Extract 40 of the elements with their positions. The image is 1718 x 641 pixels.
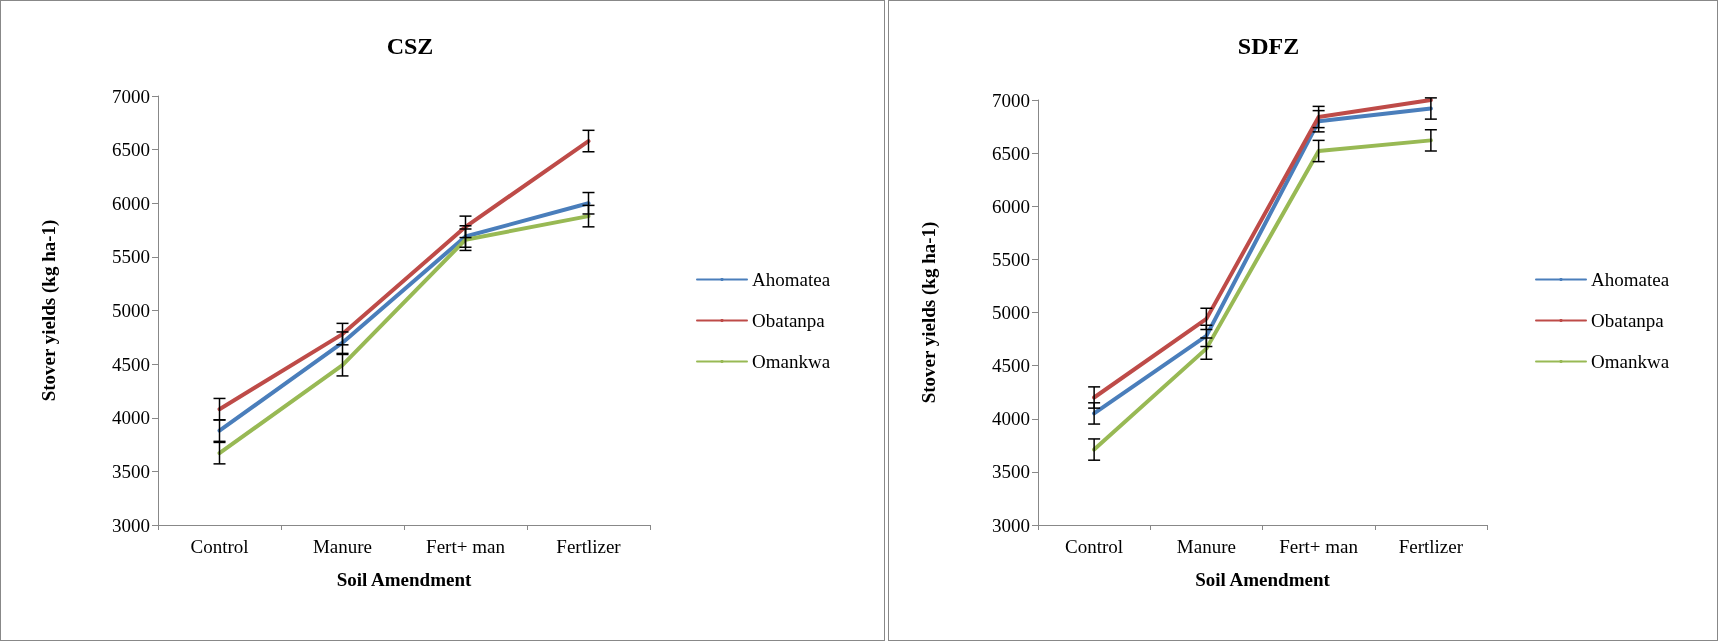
y-tick-label: 7000	[112, 85, 150, 107]
y-axis-title: Stover yields (kg ha-1)	[918, 221, 940, 404]
x-tick-label: Manure	[312, 536, 373, 557]
x-tick-label: Control	[190, 536, 249, 557]
y-tick-label: 3000	[992, 514, 1030, 536]
y-tick-label: 6000	[992, 195, 1030, 217]
y-tick-label: 4000	[992, 408, 1030, 430]
x-axis-title: Soil Amendment	[336, 569, 472, 590]
line-series	[217, 139, 591, 412]
x-tick-label: Manure	[1176, 536, 1236, 557]
y-tick-label: 3500	[992, 461, 1030, 483]
legend-label: Omankwa	[752, 351, 831, 372]
chart-title: SDFZ	[1237, 33, 1300, 59]
y-tick-label: 6500	[112, 139, 150, 161]
y-tick-label: 4000	[112, 407, 150, 429]
legend-label: Obatanpa	[752, 310, 826, 331]
y-tick-label: 7000	[992, 89, 1030, 111]
chart-title: CSZ	[386, 33, 434, 59]
y-tick-label: 5000	[112, 300, 150, 321]
x-tick-label: Fertlizer	[1398, 536, 1464, 557]
legend-label: Ahomatea	[1591, 269, 1670, 290]
x-tick-label: Fert+ man	[1279, 536, 1359, 557]
x-tick-label: Control	[1065, 536, 1124, 557]
line-series	[1092, 138, 1433, 452]
y-tick-label: 3500	[112, 460, 150, 482]
x-tick-label: Fert+ man	[426, 536, 506, 557]
x-axis-title: Soil Amendment	[1195, 569, 1331, 590]
y-tick-label: 5000	[992, 302, 1030, 323]
y-tick-label: 3000	[112, 514, 150, 536]
y-tick-label: 4500	[112, 353, 150, 375]
x-tick-label: Fertlizer	[556, 536, 622, 557]
y-axis-title: Stover yields (kg ha-1)	[38, 219, 60, 402]
legend-label: Obatanpa	[1591, 310, 1665, 331]
y-tick-label: 6000	[112, 192, 150, 214]
legend-label: Omankwa	[1591, 351, 1670, 372]
y-tick-label: 4500	[992, 355, 1030, 377]
y-tick-label: 6500	[992, 142, 1030, 164]
legend-label: Ahomatea	[752, 269, 831, 290]
y-tick-label: 5500	[112, 246, 150, 268]
y-tick-label: 5500	[992, 248, 1030, 270]
